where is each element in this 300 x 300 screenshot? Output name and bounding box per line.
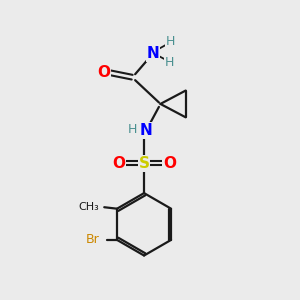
Text: O: O (98, 65, 110, 80)
Text: CH₃: CH₃ (78, 202, 99, 212)
Text: O: O (163, 156, 176, 171)
Text: S: S (139, 156, 150, 171)
Text: N: N (139, 123, 152, 138)
Text: H: H (166, 35, 176, 48)
Text: O: O (112, 156, 125, 171)
Text: N: N (147, 46, 159, 61)
Text: H: H (128, 123, 137, 136)
Text: Br: Br (85, 233, 99, 246)
Text: H: H (165, 56, 174, 69)
